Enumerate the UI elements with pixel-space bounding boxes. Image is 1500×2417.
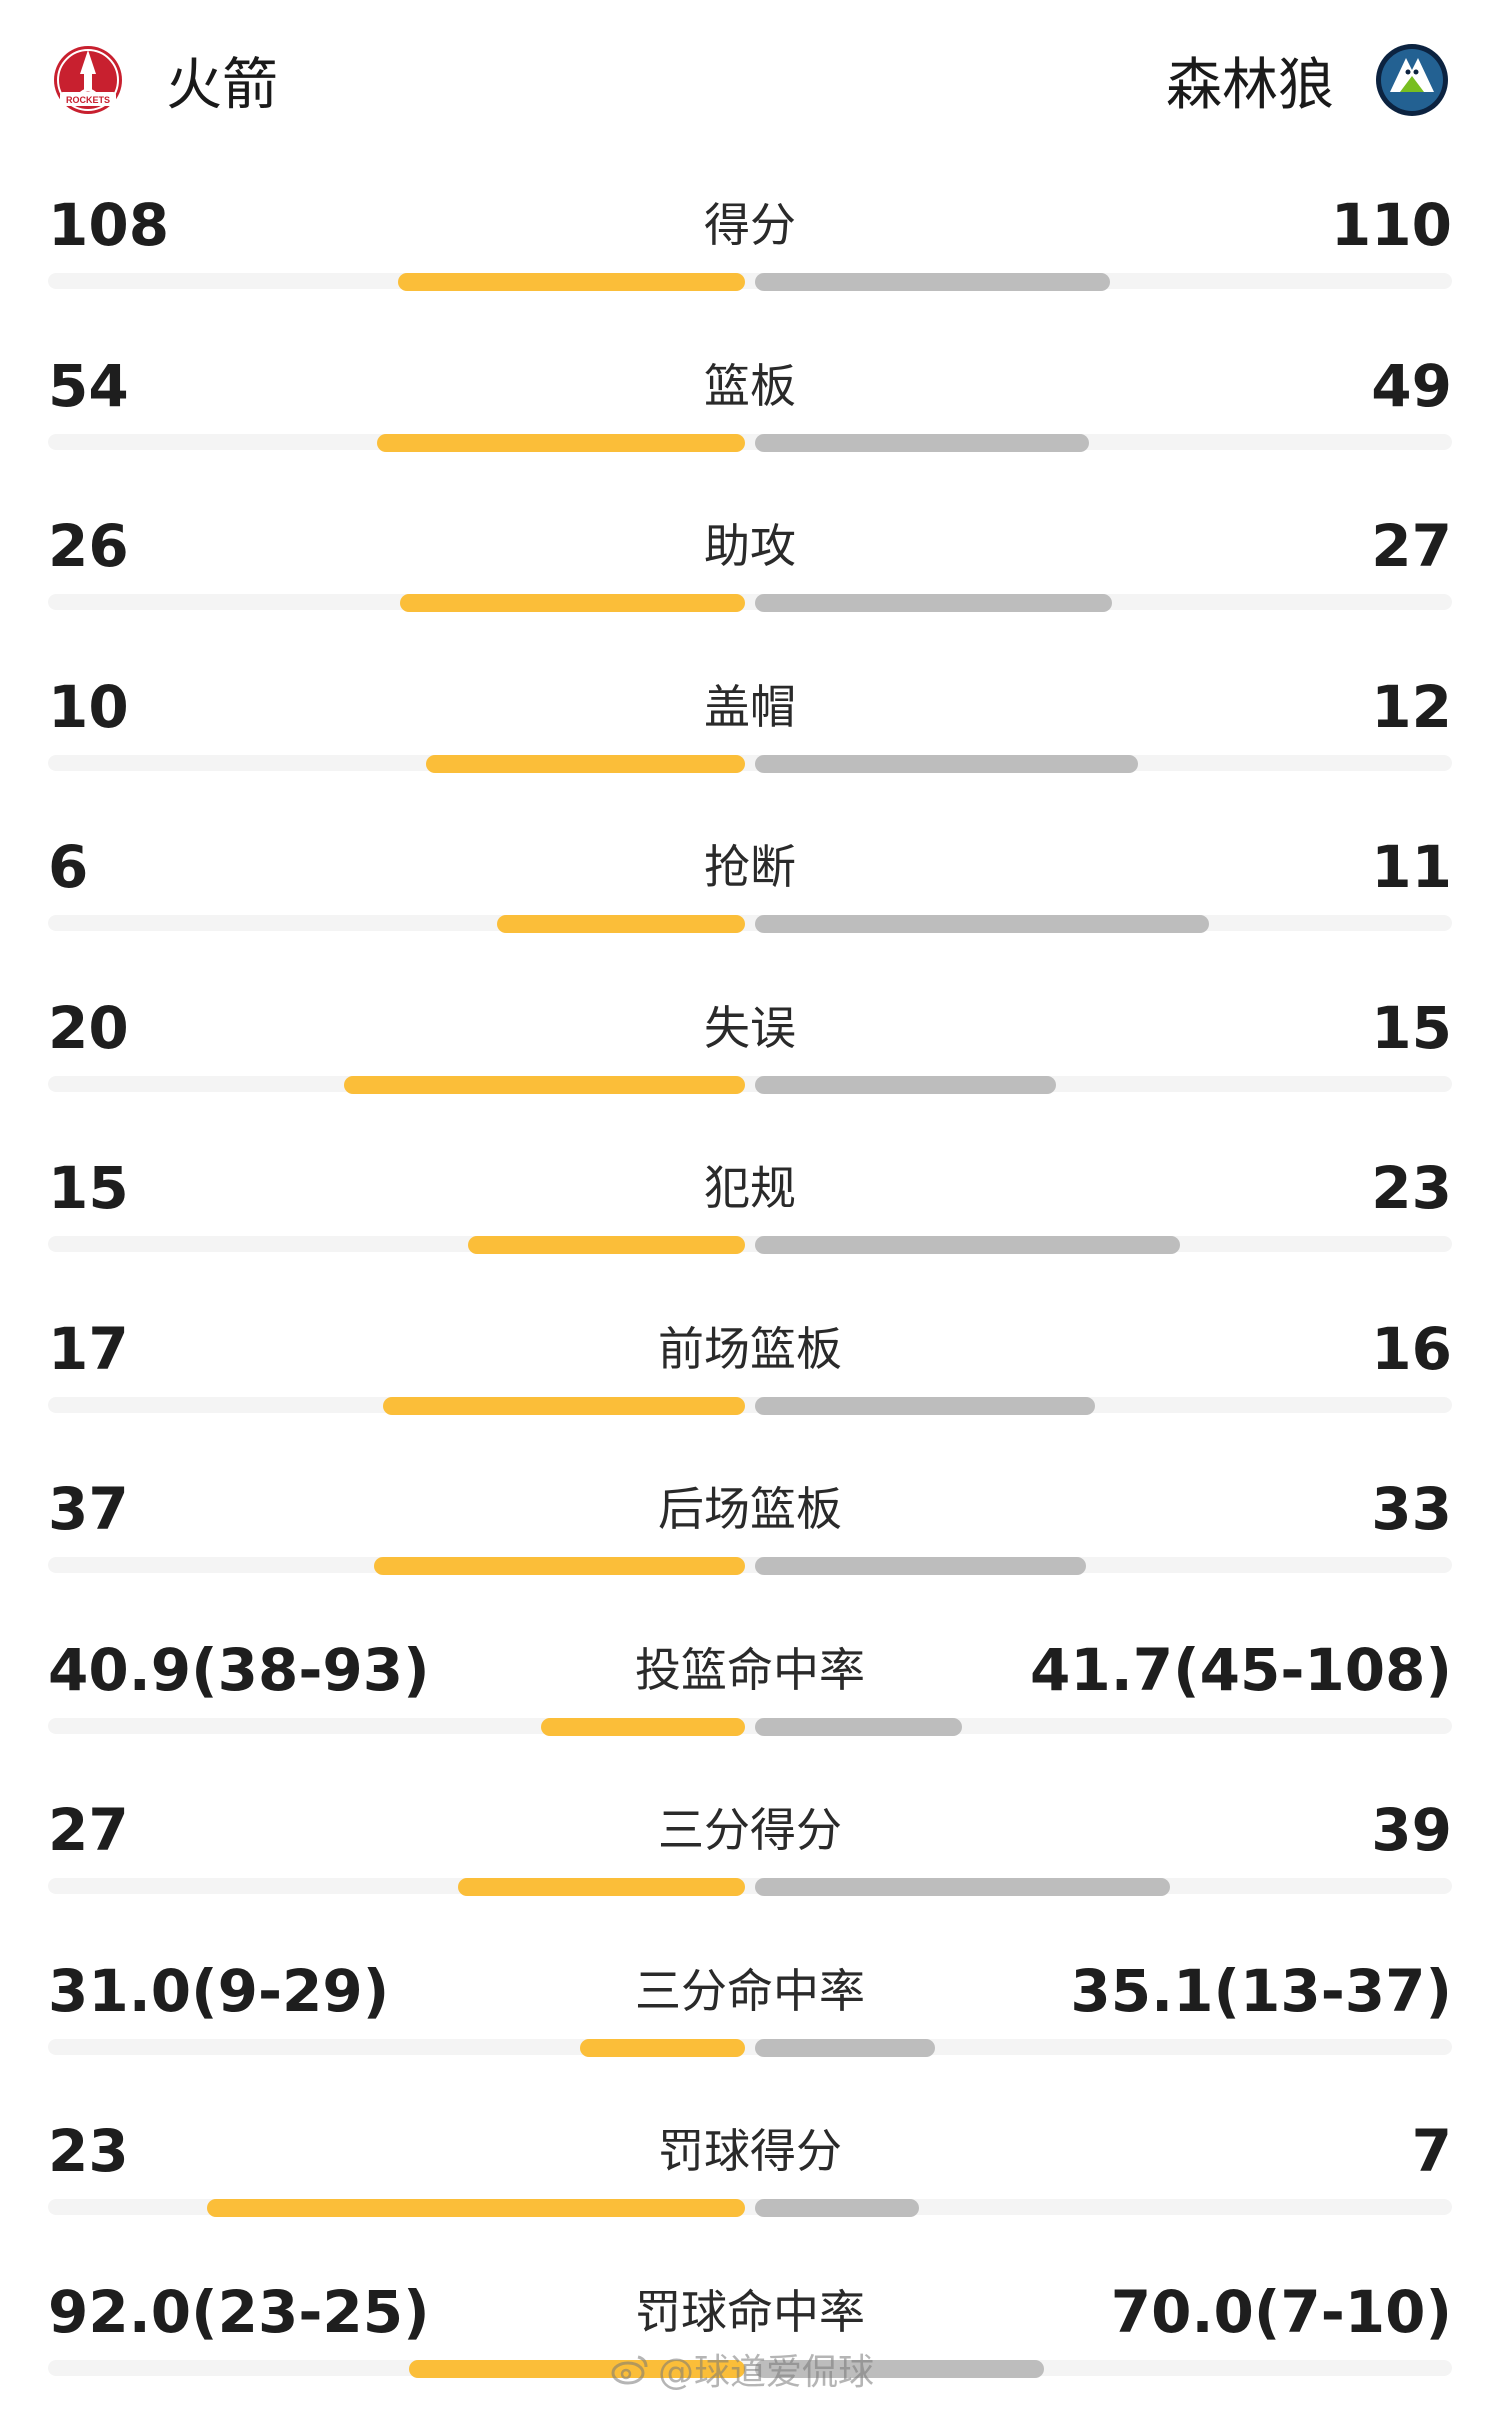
home-stat-bar [458,1878,745,1896]
stat-bar-track [48,755,1452,771]
home-stat-bar [383,1397,745,1415]
stat-label: 助攻 [0,511,1500,581]
away-stat-bar [755,1076,1056,1094]
away-stat-value: 41.7(45-108) [1030,1635,1452,1705]
away-stat-value: 27 [1371,511,1452,581]
away-stat-value: 39 [1371,1795,1452,1865]
home-stat-bar [468,1236,745,1254]
away-stat-bar [755,1718,962,1736]
stat-bar-track [48,2039,1452,2055]
away-stat-value: 35.1(13-37) [1070,1956,1452,2026]
away-stat-value: 7 [1412,2116,1452,2186]
home-stat-bar [541,1718,745,1736]
away-stat-bar [755,1236,1180,1254]
stat-bar-track [48,594,1452,610]
stat-bar-track [48,915,1452,931]
away-stat-value: 70.0(7-10) [1111,2277,1452,2347]
away-stat-value: 110 [1331,190,1452,260]
home-team[interactable]: ROCKETS 火箭 [48,30,278,130]
home-stat-bar [377,434,745,452]
away-stat-bar [755,1557,1086,1575]
away-stat-value: 11 [1371,832,1452,902]
away-stat-bar [755,1397,1095,1415]
watermark-text: @球道爱侃球 [658,2343,874,2395]
home-stat-bar [207,2199,745,2217]
stat-bar-track [48,1236,1452,1252]
away-stat-bar [755,2039,935,2057]
weibo-icon [610,2351,650,2387]
stat-label: 三分得分 [0,1795,1500,1865]
stat-label: 盖帽 [0,672,1500,742]
stat-label: 失误 [0,993,1500,1063]
rockets-logo-icon: ROCKETS [48,40,128,120]
team-header: ROCKETS 火箭 森林狼 [0,0,1500,170]
timberwolves-logo-icon [1372,40,1452,120]
home-stat-bar [398,273,745,291]
home-team-name: 火箭 [166,40,278,121]
away-stat-value: 23 [1371,1153,1452,1223]
home-stat-bar [400,594,745,612]
home-stat-bar [497,915,745,933]
away-stat-value: 49 [1371,351,1452,421]
logo-text: ROCKETS [66,95,110,105]
stat-bar-track [48,1076,1452,1092]
away-stat-bar [755,273,1110,291]
stat-bar-track [48,273,1452,289]
away-stat-bar [755,594,1112,612]
away-stat-bar [755,1878,1170,1896]
away-stat-value: 16 [1371,1314,1452,1384]
stat-bar-track [48,1397,1452,1413]
home-stat-bar [426,755,745,773]
away-team[interactable]: 森林狼 [1166,30,1452,130]
watermark: @球道爱侃球 [610,2345,874,2393]
away-stat-bar [755,2199,919,2217]
stat-bar-track [48,434,1452,450]
stat-bar-track [48,1557,1452,1573]
home-stat-bar [580,2039,745,2057]
stat-label: 得分 [0,190,1500,260]
away-stat-bar [755,755,1138,773]
away-stat-bar [755,434,1089,452]
stat-bar-track [48,1718,1452,1734]
stat-bar-track [48,1878,1452,1894]
home-stat-bar [344,1076,745,1094]
away-team-name: 森林狼 [1166,40,1334,121]
stat-label: 前场篮板 [0,1314,1500,1384]
away-stat-value: 15 [1371,993,1452,1063]
away-stat-bar [755,915,1209,933]
stat-label: 抢断 [0,832,1500,902]
away-stat-value: 12 [1371,672,1452,742]
stat-label: 罚球得分 [0,2116,1500,2186]
stat-label: 篮板 [0,351,1500,421]
home-stat-bar [374,1557,745,1575]
stat-label: 犯规 [0,1153,1500,1223]
stat-label: 后场篮板 [0,1474,1500,1544]
away-stat-value: 33 [1371,1474,1452,1544]
